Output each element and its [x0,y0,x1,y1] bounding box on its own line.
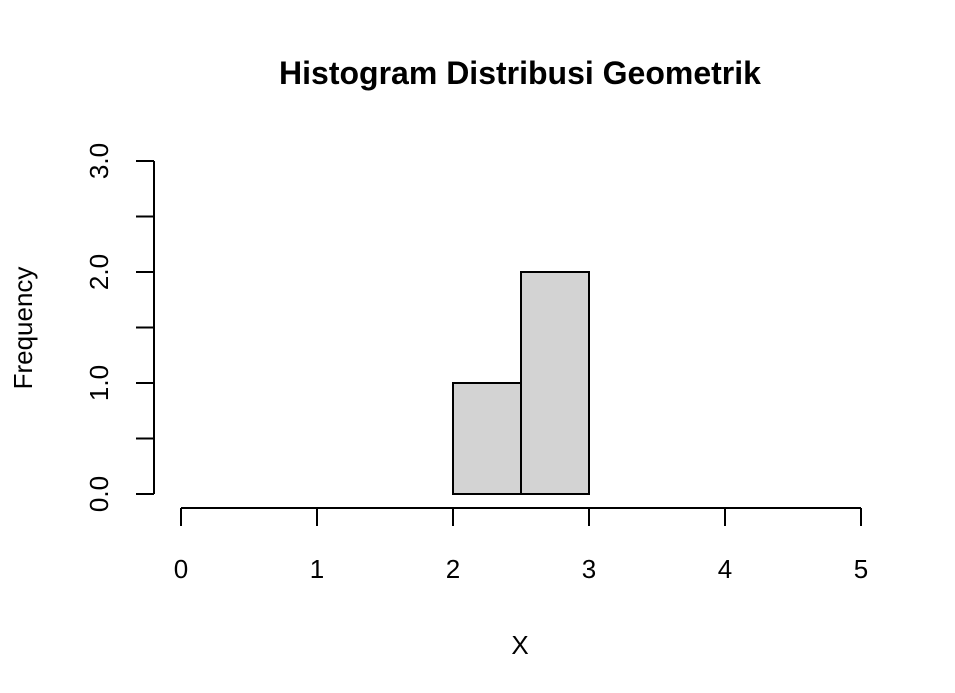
y-axis: 0.0 1.0 2.0 3.0 [84,143,155,512]
x-tick-label-3: 3 [582,554,596,584]
x-tick-label-5: 5 [854,554,868,584]
x-tick-label-1: 1 [310,554,324,584]
x-tick-label-2: 2 [446,554,460,584]
x-axis: 0 1 2 3 4 5 [174,507,868,584]
x-tick-label-4: 4 [718,554,732,584]
y-tick-label-2: 1.0 [84,365,114,401]
y-tick-label-6: 3.0 [84,143,114,179]
bars-group [452,271,590,495]
x-axis-label: X [511,630,528,660]
y-axis-label: Frequency [8,267,38,390]
histogram-bar-0 [452,382,522,495]
y-tick-label-4: 2.0 [84,254,114,290]
x-tick-label-0: 0 [174,554,188,584]
chart-title: Histogram Distribusi Geometrik [279,55,761,91]
y-tick-label-0: 0.0 [84,476,114,512]
histogram-bar-1 [520,271,590,495]
